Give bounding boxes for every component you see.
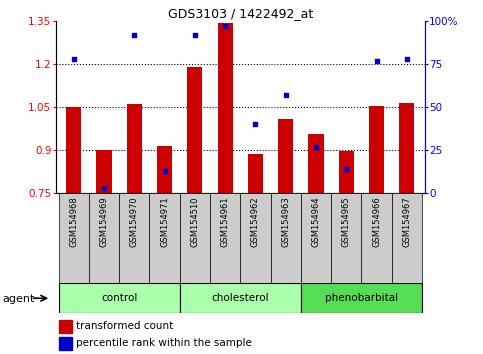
Bar (248, 154, 263, 193)
Point (403, 56, 411, 62)
Bar (157, 146, 172, 193)
Point (373, 58, 381, 64)
Text: GSM154965: GSM154965 (342, 196, 351, 247)
Title: GDS3103 / 1422492_at: GDS3103 / 1422492_at (168, 7, 313, 20)
Bar (399, 103, 414, 193)
Point (161, 168, 169, 173)
Bar (301, 283, 422, 313)
Bar (339, 152, 354, 193)
Bar (361, 193, 392, 283)
Text: GSM154969: GSM154969 (99, 196, 109, 247)
Text: GSM154962: GSM154962 (251, 196, 260, 247)
Bar (89, 193, 119, 283)
Bar (331, 193, 361, 283)
Point (100, 185, 108, 190)
Text: GSM154510: GSM154510 (190, 196, 199, 247)
Bar (58, 283, 180, 313)
Bar (58, 193, 89, 283)
Text: transformed count: transformed count (76, 321, 173, 331)
Bar (369, 105, 384, 193)
Bar (187, 67, 202, 193)
Bar (180, 283, 301, 313)
Bar (149, 193, 180, 283)
Point (70, 56, 78, 62)
Bar (241, 193, 270, 283)
Bar (392, 193, 422, 283)
Point (252, 121, 259, 127)
Text: GSM154970: GSM154970 (130, 196, 139, 247)
Text: GSM154971: GSM154971 (160, 196, 169, 247)
Text: GSM154963: GSM154963 (281, 196, 290, 247)
Bar (127, 104, 142, 193)
Bar (97, 150, 112, 193)
Bar (301, 193, 331, 283)
Text: agent: agent (2, 294, 35, 304)
Point (191, 32, 199, 38)
Text: GSM154961: GSM154961 (221, 196, 229, 247)
Text: GSM154968: GSM154968 (69, 196, 78, 247)
Text: control: control (101, 293, 137, 303)
Bar (270, 193, 301, 283)
Bar (59, 320, 72, 333)
Text: GSM154967: GSM154967 (402, 196, 412, 247)
Point (221, 24, 229, 29)
Bar (309, 134, 324, 193)
Text: percentile rank within the sample: percentile rank within the sample (76, 338, 252, 348)
Text: phenobarbital: phenobarbital (325, 293, 398, 303)
Point (312, 144, 320, 149)
Text: cholesterol: cholesterol (212, 293, 269, 303)
Bar (59, 337, 72, 350)
Text: GSM154966: GSM154966 (372, 196, 381, 247)
Bar (180, 193, 210, 283)
Bar (217, 23, 233, 193)
Point (130, 32, 138, 38)
Bar (66, 107, 81, 193)
Point (342, 166, 350, 172)
Bar (278, 119, 293, 193)
Point (282, 92, 290, 98)
Bar (119, 193, 149, 283)
Bar (210, 193, 241, 283)
Text: GSM154964: GSM154964 (312, 196, 321, 247)
